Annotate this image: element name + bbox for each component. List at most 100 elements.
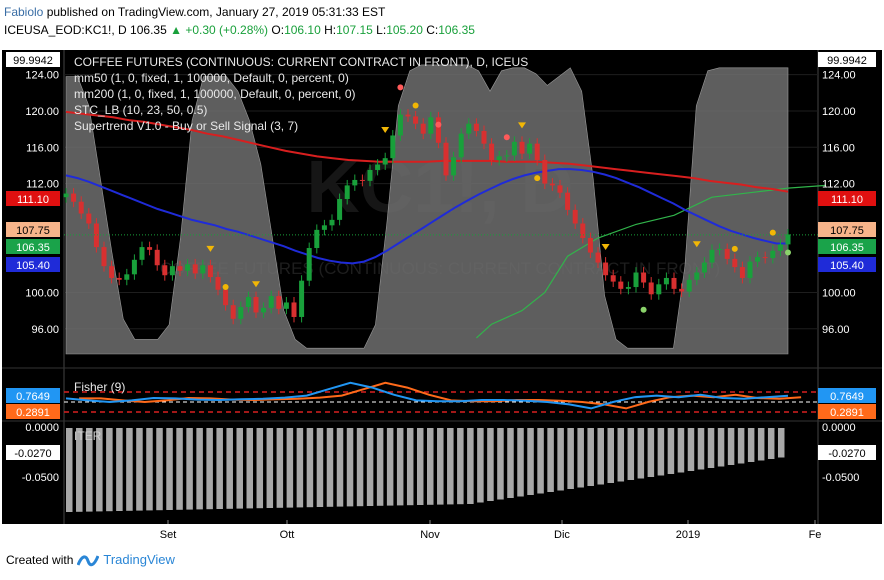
fisher-main-line xyxy=(65,381,789,410)
candle-body-72 xyxy=(610,275,616,282)
legend-mm50[interactable]: mm50 (1, 0, fixed, 1, 100000, Default, 0… xyxy=(74,71,349,85)
iter-bar-26 xyxy=(326,428,334,507)
iter-bar-36 xyxy=(427,428,434,505)
iter-bar-19 xyxy=(256,428,264,509)
low-value: 105.20 xyxy=(386,23,423,37)
y-tick-left-5: 96.00 xyxy=(31,324,59,336)
iter-bar-35 xyxy=(416,428,424,505)
price-change: +0.30 (+0.28%) xyxy=(185,23,269,37)
iter-bar-38 xyxy=(447,428,454,505)
candle-body-80 xyxy=(671,277,677,289)
price-tag-right-bg-1 xyxy=(818,191,876,206)
iter-bar-22 xyxy=(286,428,294,508)
candle-body-64 xyxy=(549,183,555,186)
tradingview-logo-icon xyxy=(77,554,100,566)
candle-body-30 xyxy=(291,302,297,317)
y-tick-right-4: 100.00 xyxy=(822,287,856,299)
iter-bar-41 xyxy=(477,428,484,503)
published-text: published on TradingView.com, January 27… xyxy=(46,5,386,19)
price-tag-right-2: 107.75 xyxy=(830,225,864,237)
candle-body-78 xyxy=(656,284,662,295)
iter-tag-left: -0.0270 xyxy=(14,448,51,460)
legend-stc[interactable]: STC_LB (10, 23, 50, 0.5) xyxy=(74,103,207,117)
fisher-tag-left-0: 0.7649 xyxy=(16,391,50,403)
signal-dot-6 xyxy=(640,306,647,313)
sell-signal-triangle-2 xyxy=(381,126,390,133)
price-tag-left-bg-4 xyxy=(6,257,60,272)
iter-bar-13 xyxy=(196,428,203,510)
signal-dot-9 xyxy=(785,249,791,256)
fisher-tag-left-1: 0.2891 xyxy=(16,407,50,419)
candle-body-5 xyxy=(101,247,107,267)
candle-body-95 xyxy=(785,234,791,245)
candle-body-85 xyxy=(709,249,715,263)
iter-bar-61 xyxy=(677,428,685,473)
candle-body-40 xyxy=(367,169,373,181)
candle-body-75 xyxy=(633,272,639,288)
iter-bar-28 xyxy=(346,428,354,507)
stc-area xyxy=(65,64,789,355)
candle-body-87 xyxy=(724,248,730,259)
price-tag-left-4: 105.40 xyxy=(16,260,50,272)
candle-body-35 xyxy=(329,219,335,226)
iter-bar-7 xyxy=(136,428,143,511)
close-label: C: xyxy=(426,23,439,37)
candle-body-14 xyxy=(169,266,175,276)
fisher-tag-left-bg-1 xyxy=(6,404,60,419)
iter-bar-45 xyxy=(517,428,524,497)
legend-fisher[interactable]: Fisher (9) xyxy=(74,380,125,394)
iter-bar-44 xyxy=(507,428,514,498)
price-tag-right-bg-3 xyxy=(818,239,876,254)
candle-body-15 xyxy=(177,266,183,271)
iter-bar-0 xyxy=(66,428,73,512)
candle-body-71 xyxy=(603,262,609,276)
x-tick-5: Fe xyxy=(809,529,822,541)
iter-bar-9 xyxy=(156,428,163,511)
iter-tag-right: -0.0270 xyxy=(828,448,865,460)
iter-tick-right-0: 0.0000 xyxy=(822,422,856,434)
signal-dot-1 xyxy=(397,84,404,91)
candle-body-0 xyxy=(63,193,69,198)
y-tick-right-3: 112.00 xyxy=(822,179,855,191)
iter-bar-1 xyxy=(76,428,83,512)
candle-body-21 xyxy=(223,289,229,306)
y-tick-left-3: 112.00 xyxy=(26,179,59,191)
candles xyxy=(63,109,818,325)
y-tick-right-0: 124.00 xyxy=(822,70,856,82)
candle-body-51 xyxy=(451,157,457,176)
last-price: 106.35 xyxy=(130,23,167,37)
price-tag-right-bg-0 xyxy=(818,52,876,67)
iter-bar-67 xyxy=(737,428,745,464)
legend-mm200[interactable]: mm200 (1, 0, fixed, 1, 100000, Default, … xyxy=(74,87,356,101)
candle-body-86 xyxy=(717,248,723,250)
candle-body-56 xyxy=(489,143,495,160)
legend-iter[interactable]: ITER xyxy=(74,429,102,443)
iter-bar-51 xyxy=(577,428,584,488)
candle-body-70 xyxy=(595,252,601,263)
candle-body-16 xyxy=(185,264,191,271)
footer-brand[interactable]: TradingView xyxy=(103,552,175,567)
fisher-pane xyxy=(64,381,818,413)
supertrend-up-line xyxy=(475,184,827,339)
iter-bar-55 xyxy=(617,428,625,482)
candle-body-93 xyxy=(770,250,776,258)
candle-body-61 xyxy=(527,143,533,154)
candle-body-9 xyxy=(131,259,137,275)
price-tag-right-bg-4 xyxy=(818,257,876,272)
y-tick-left-1: 120.00 xyxy=(25,106,59,118)
candle-body-45 xyxy=(405,114,411,117)
candle-body-34 xyxy=(321,225,327,230)
iter-bar-48 xyxy=(547,428,554,492)
iter-bar-31 xyxy=(376,428,384,506)
legend-supertrend[interactable]: Supertrend V1.0 - Buy or Sell Signal (3,… xyxy=(74,119,298,133)
candle-body-18 xyxy=(200,265,206,274)
legend-title: COFFEE FUTURES (CONTINUOUS: CURRENT CONT… xyxy=(74,55,528,69)
iter-bar-52 xyxy=(587,428,594,486)
iter-bar-17 xyxy=(236,428,243,509)
author-name[interactable]: Fabiolo xyxy=(4,5,44,19)
iter-bar-53 xyxy=(597,428,604,485)
candle-body-67 xyxy=(572,209,578,224)
price-tag-left-0: 99.9942 xyxy=(13,55,53,67)
candle-body-4 xyxy=(93,223,99,248)
